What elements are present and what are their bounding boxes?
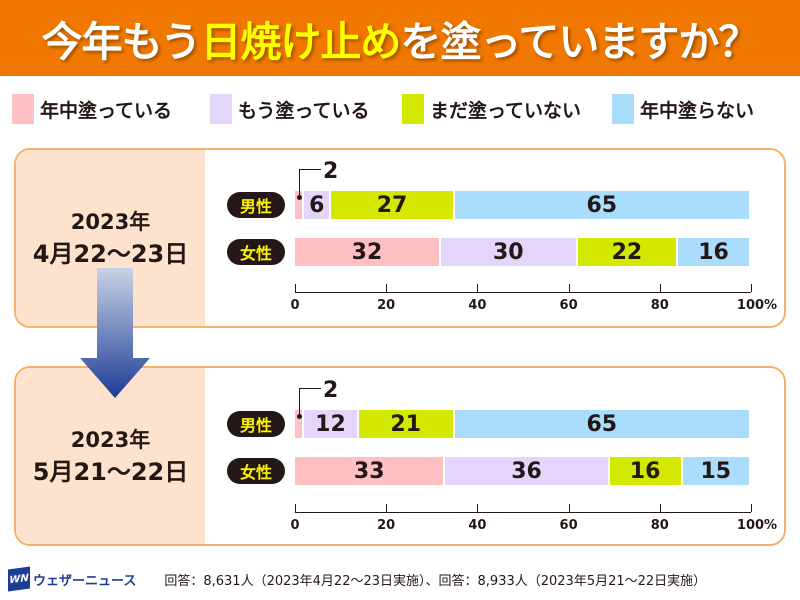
period-year: 2023年 bbox=[70, 428, 151, 452]
callout-dot bbox=[297, 195, 302, 200]
logo-text: ウェザーニュース bbox=[33, 573, 137, 589]
x-tick bbox=[477, 504, 479, 512]
x-tick-label: 100% bbox=[736, 298, 778, 313]
bar-segment bbox=[295, 191, 303, 219]
title-text: 今年もう bbox=[41, 18, 202, 66]
x-tick-label: 60 bbox=[559, 298, 578, 313]
title-text-end: を塗っていますか？ bbox=[400, 18, 759, 66]
legend-item: まだ塗っていない bbox=[402, 92, 612, 126]
period-label: 2023年 5月21～22日 bbox=[16, 368, 205, 544]
x-tick bbox=[386, 504, 388, 512]
legend-swatch bbox=[210, 94, 232, 124]
data-label-callout: 2 bbox=[323, 378, 339, 403]
bar-segment: 16 bbox=[678, 238, 749, 266]
bar-segment: 27 bbox=[331, 191, 453, 219]
legend-item: もう塗っている bbox=[210, 92, 402, 126]
data-label-callout: 2 bbox=[323, 159, 339, 184]
bar-segment: 30 bbox=[440, 238, 576, 266]
bar-segment bbox=[295, 410, 303, 438]
weathernews-logo: WN ウェザーニュース bbox=[8, 566, 137, 592]
title-highlight: 日焼け止め bbox=[200, 18, 401, 66]
legend-label: 年中塗っている bbox=[40, 99, 173, 122]
bar-segment: 12 bbox=[304, 410, 357, 438]
bar-segment: 15 bbox=[682, 457, 749, 485]
legend: 年中塗っている もう塗っている まだ塗っていない 年中塗らない bbox=[12, 92, 792, 126]
x-tick-label: 80 bbox=[650, 518, 669, 533]
x-tick-label: 20 bbox=[377, 298, 396, 313]
callout-dot bbox=[297, 414, 302, 419]
panel-april: 2023年 4月22～23日 男性 2 6 27 65 女性 32 30 22 16 0 20 40 60… bbox=[14, 148, 786, 328]
legend-swatch bbox=[402, 94, 424, 124]
x-tick bbox=[751, 284, 752, 292]
bar-segment: 22 bbox=[577, 238, 677, 266]
bar-segment: 65 bbox=[454, 191, 749, 219]
x-tick bbox=[568, 284, 570, 292]
callout-line bbox=[299, 169, 321, 195]
x-tick bbox=[568, 504, 570, 512]
period-dates: 4月22～23日 bbox=[32, 240, 189, 268]
period-year: 2023年 bbox=[70, 210, 151, 234]
gender-label: 女性 bbox=[227, 458, 285, 484]
x-tick-label: 40 bbox=[468, 298, 487, 313]
legend-item: 年中塗らない bbox=[612, 92, 782, 126]
gender-label: 男性 bbox=[227, 411, 285, 437]
legend-label: まだ塗っていない bbox=[430, 99, 582, 122]
bar-segment: 32 bbox=[295, 238, 439, 266]
x-tick bbox=[751, 504, 752, 512]
bar-segment: 65 bbox=[454, 410, 749, 438]
x-tick-label: 100% bbox=[736, 518, 778, 533]
callout-line bbox=[299, 388, 321, 414]
x-tick bbox=[295, 504, 296, 512]
legend-label: もう塗っている bbox=[238, 99, 370, 122]
bar-segment: 33 bbox=[295, 457, 444, 485]
page-title: 今年もう 日焼け止め を塗っていますか？ bbox=[0, 0, 800, 76]
x-tick bbox=[659, 504, 661, 512]
x-tick-label: 0 bbox=[290, 518, 300, 533]
bar-segment: 16 bbox=[609, 457, 681, 485]
x-tick-label: 0 bbox=[290, 298, 300, 313]
x-tick-label: 40 bbox=[468, 518, 487, 533]
gender-label: 男性 bbox=[227, 192, 285, 218]
footer: WN ウェザーニュース 回答：8,631人（2023年4月22～23日実施）、回… bbox=[8, 566, 798, 592]
bar-segment: 6 bbox=[304, 191, 330, 219]
legend-swatch bbox=[612, 94, 634, 124]
gender-label: 女性 bbox=[227, 239, 285, 265]
x-tick-label: 60 bbox=[559, 518, 578, 533]
legend-label: 年中塗らない bbox=[640, 99, 755, 122]
panel-may: 2023年 5月21～22日 男性 2 12 21 65 女性 33 36 16 15 0 20 40 6… bbox=[14, 366, 786, 546]
bar-segment: 21 bbox=[358, 410, 453, 438]
logo-mark: WN bbox=[8, 566, 30, 592]
x-tick bbox=[477, 284, 479, 292]
x-tick-label: 80 bbox=[650, 298, 669, 313]
x-tick bbox=[659, 284, 661, 292]
x-axis bbox=[295, 512, 751, 513]
period-dates: 5月21～22日 bbox=[32, 458, 189, 486]
bar-segment: 36 bbox=[445, 457, 608, 485]
survey-note: 回答：8,631人（2023年4月22～23日実施）、回答：8,933人（202… bbox=[164, 573, 707, 589]
x-tick bbox=[386, 284, 388, 292]
x-axis bbox=[295, 292, 751, 293]
x-tick-label: 20 bbox=[377, 518, 396, 533]
down-arrow-icon bbox=[80, 268, 150, 398]
x-tick bbox=[295, 284, 296, 292]
legend-swatch bbox=[12, 94, 34, 124]
legend-item: 年中塗っている bbox=[12, 92, 210, 126]
